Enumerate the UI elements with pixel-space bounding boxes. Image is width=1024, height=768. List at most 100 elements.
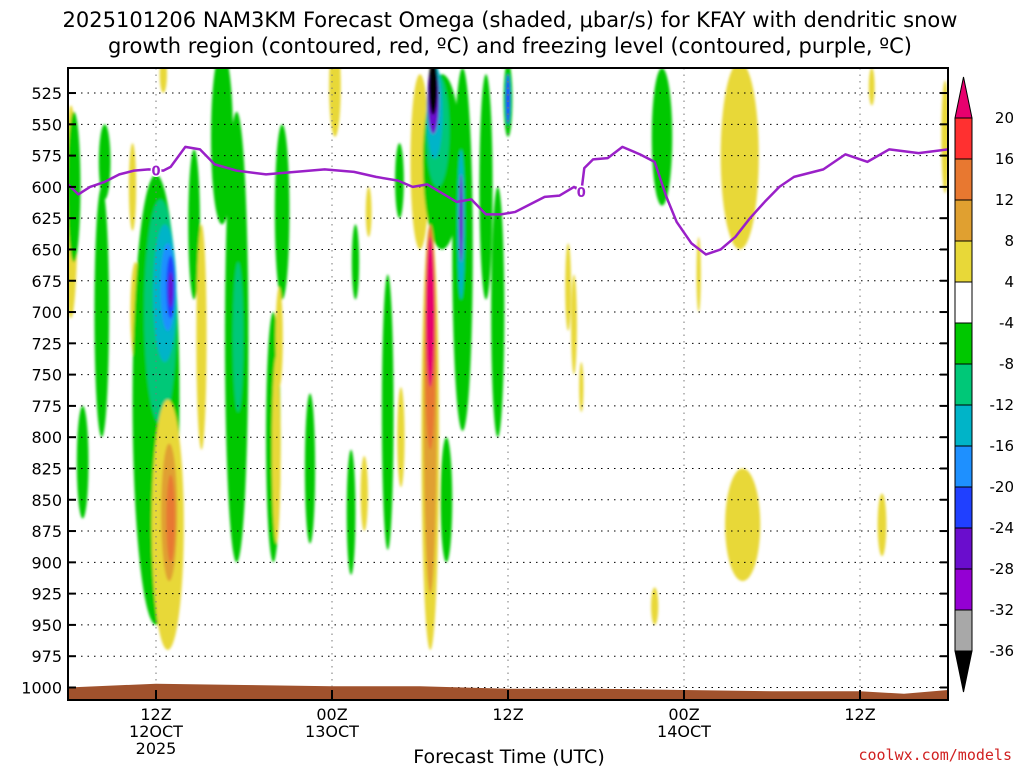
y-tick-label-675: 675	[31, 272, 62, 291]
colorbar-label-6: -12	[990, 396, 1015, 414]
omega-region-57	[651, 587, 659, 625]
omega-region-27	[329, 68, 341, 137]
y-tick-label-725: 725	[31, 334, 62, 353]
y-tick-label-575: 575	[31, 147, 62, 166]
omega-region-29	[351, 224, 360, 300]
omega-region-55	[579, 362, 584, 413]
colorbar-label-11: 12	[995, 191, 1014, 209]
x-axis-label: Forecast Time (UTC)	[413, 746, 604, 768]
omega-region-28	[346, 449, 356, 575]
colorbar-label-10: 8	[1004, 232, 1014, 250]
chart-title-line2: growth region (contoured, red, ºC) and f…	[108, 34, 912, 58]
omega-region-58	[696, 236, 701, 313]
colorbar-bin-12	[954, 158, 973, 201]
omega-region-18	[196, 224, 207, 450]
colorbar-label-3: -24	[990, 519, 1015, 537]
colorbar-bin-7	[954, 363, 973, 406]
omega-region-31	[365, 186, 372, 237]
y-tick-label-875: 875	[31, 522, 62, 541]
x-tick-label-12-3: 2025	[136, 739, 177, 758]
omega-region-61	[877, 493, 887, 557]
omega-region-19	[211, 68, 233, 225]
colorbar-bin-8	[954, 322, 973, 365]
omega-region-25	[271, 355, 281, 544]
chart-title-line1: 2025101206 NAM3KM Forecast Omega (shaded…	[63, 8, 958, 32]
y-tick-label-700: 700	[31, 303, 62, 322]
omega-region-23	[274, 124, 290, 300]
x-tick-label-24-2: 13OCT	[305, 722, 359, 741]
x-tick-label-12-2: 12OCT	[129, 722, 183, 741]
x-tick-label-12-1: 12Z	[140, 705, 171, 724]
omega-region-16	[159, 68, 167, 94]
colorbar-label-1: -32	[990, 601, 1015, 619]
omega-region-48	[459, 174, 463, 262]
omega-region-44	[425, 236, 435, 388]
omega-region-59	[720, 68, 759, 250]
colorbar-bin-13	[954, 117, 973, 160]
colorbar-label-8: -4	[999, 314, 1014, 332]
y-tick-label-925: 925	[31, 585, 62, 604]
omega-region-3	[76, 405, 89, 519]
omega-region-63	[941, 80, 948, 194]
colorbar-bin-5	[954, 445, 973, 488]
x-tick-label-48-2: 14OCT	[657, 722, 711, 741]
omega-region-15	[166, 474, 176, 563]
colorbar-label-2: -28	[990, 560, 1015, 578]
omega-region-54	[571, 274, 577, 375]
y-tick-label-550: 550	[31, 115, 62, 134]
colorbar-label-5: -16	[990, 437, 1015, 455]
colorbar-bin-4	[954, 486, 973, 529]
freezing-level-label-1: 0	[577, 186, 586, 201]
y-tick-label-650: 650	[31, 240, 62, 259]
colorbar-label-12: 16	[995, 150, 1014, 168]
y-tick-label-775: 775	[31, 397, 62, 416]
omega-region-12	[168, 271, 173, 308]
y-tick-label-800: 800	[31, 428, 62, 447]
credit-text: coolwx.com/models	[858, 746, 1012, 764]
colorbar-label-7: -8	[999, 355, 1014, 373]
y-tick-label-950: 950	[31, 616, 62, 635]
colorbar-label-4: -20	[990, 478, 1015, 496]
omega-region-21	[233, 261, 244, 413]
y-tick-label-975: 975	[31, 647, 62, 666]
x-tick-label-24-1: 00Z	[316, 705, 347, 724]
omega-region-6	[128, 143, 137, 231]
y-tick-label-625: 625	[31, 209, 62, 228]
colorbar-bin-14	[954, 76, 973, 119]
y-tick-label-600: 600	[31, 178, 62, 197]
freezing-level-label-0: 0	[151, 165, 160, 180]
omega-region-17	[188, 149, 200, 300]
colorbar-bin-6	[954, 404, 973, 447]
y-tick-label-900: 900	[31, 553, 62, 572]
colorbar-bin-1	[954, 609, 973, 652]
y-axis: 525 550 575 600 625 650 675 700 725 750 775 800 825 8…	[21, 84, 948, 697]
colorbar-label-13: 20	[995, 109, 1014, 127]
omega-region-53	[565, 243, 572, 331]
y-tick-label-525: 525	[31, 84, 62, 103]
x-tick-label-36-1: 12Z	[492, 705, 523, 724]
omega-region-49	[479, 74, 493, 300]
omega-region-32	[381, 274, 394, 550]
omega-shaded-field	[68, 68, 948, 650]
x-tick-label-60-1: 12Z	[844, 705, 875, 724]
colorbar-bin-0	[954, 650, 973, 693]
freezing-level-contour: 00	[68, 145, 948, 256]
omega-region-62	[868, 68, 875, 106]
colorbar-bin-10	[954, 240, 973, 283]
freezing-level-line	[68, 145, 948, 256]
colorbar-bin-11	[954, 199, 973, 242]
omega-region-60	[725, 468, 761, 582]
colorbar-label-0: -36	[990, 642, 1015, 660]
x-tick-label-48-1: 00Z	[668, 705, 699, 724]
omega-region-35	[410, 74, 430, 250]
y-tick-label-750: 750	[31, 366, 62, 385]
y-tick-label-850: 850	[31, 491, 62, 510]
colorbar: -36 -32 -28 -24 -20 -16 -12 -8 -4 4 8 12 16 20	[954, 76, 1015, 693]
omega-region-4	[98, 124, 111, 200]
colorbar-bin-2	[954, 568, 973, 611]
colorbar-bin-9	[954, 281, 973, 324]
y-tick-label-1000: 1000	[21, 678, 62, 697]
y-tick-label-825: 825	[31, 459, 62, 478]
